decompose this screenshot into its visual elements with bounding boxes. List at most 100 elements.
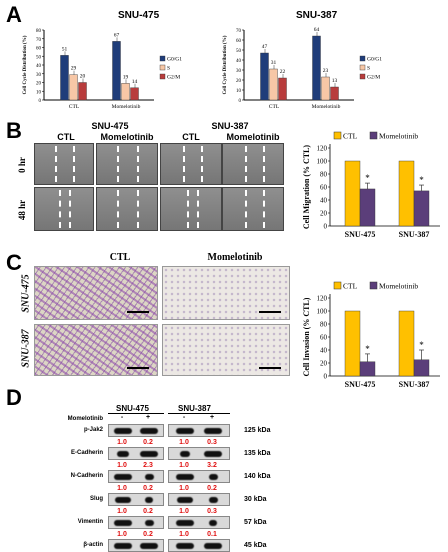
legend-swatch [333,131,342,140]
y-axis-label: Cell Invasion (% CTL) [302,297,311,376]
blot-kda-2: 140 kDa [244,473,271,480]
y-tick-label: 100 [317,158,328,166]
blot-band [114,520,132,526]
y-tick-label: 40 [36,64,42,69]
b-header-snu475: SNU-475 [91,121,129,131]
bar [112,41,121,101]
blot-label-2: N-Cadherin [70,473,103,479]
blot-band [140,543,158,549]
scratch-img-snu475-mom-0h [96,143,158,185]
blot-band [208,497,218,503]
blot-strip [108,470,164,483]
x-tick-label: Momelotinib [112,104,141,110]
y-tick-label: 20 [36,82,42,87]
legend-label: CTL [343,282,358,291]
blot-strip [108,539,164,552]
y-tick-label: 0 [324,373,328,381]
blot-strip [108,447,164,460]
data-label: 14 [132,79,138,85]
chart-a1-title: SNU-475 [118,10,160,21]
bar [330,86,339,101]
chart-a2-title: SNU-387 [296,10,338,21]
y-tick-label: 80 [320,321,328,329]
blot-quant: 1.0 [117,439,127,446]
blot-band [208,474,218,480]
blot-band [114,474,132,480]
scratch-img-snu387-ctl-48h [160,187,222,231]
legend-label: G2/M [167,75,180,81]
legend-swatch [333,281,342,290]
x-tick-label: SNU-475 [345,230,376,239]
blot-kda-5: 45 kDa [244,542,267,549]
c-col-ctl: CTL [109,252,131,263]
cell-cycle-chart-snu387: 0 10 20 30 40 50 60 70 Cell Cycle Distribution (… [223,27,382,110]
y-tick-label: 120 [317,145,328,153]
d-header-snu475: SNU-475 [116,404,149,413]
significance-star: * [419,340,424,350]
cell-cycle-chart-snu475: 0 10 20 30 40 50 60 70 80 Cell Cycle Distribution… [23,29,182,110]
legend-swatch [369,281,378,290]
bar [344,310,361,377]
significance-star: * [419,175,424,185]
blot-quant: 0.2 [143,508,153,515]
blot-band [116,451,130,457]
blot-quant: 1.0 [179,462,189,469]
panel-label-d: D [6,385,22,410]
blot-quant: 0.3 [207,508,217,515]
invasion-img-snu387-ctl [34,324,158,376]
b-row-48hr: 48 hr [17,199,27,221]
bar [121,83,130,101]
blot-band [140,428,158,434]
legend-swatch [359,55,366,62]
blot-quant: 1.0 [117,531,127,538]
legend-swatch [159,73,166,80]
blot-kda-0: 125 kDa [244,427,271,434]
blot-strip [108,424,164,437]
blot-band [140,451,158,457]
blot-band [176,497,194,503]
blot-quant: 1.0 [179,508,189,515]
scratch-img-snu475-ctl-0h [34,143,94,185]
legend-label: Momelotinib [379,282,418,291]
y-tick-label: 20 [320,360,328,368]
blot-band [176,428,194,434]
x-tick-label: SNU-475 [345,380,376,389]
x-tick-label: SNU-387 [399,230,430,239]
y-tick-label: 60 [36,47,42,52]
data-label: 19 [123,74,129,80]
x-tick-label: Momelotinib [312,104,341,110]
bar [269,68,278,101]
blot-quant: 1.0 [179,531,189,538]
data-label: 47 [262,44,268,50]
legend-label: G2/M [367,75,380,81]
legend-swatch [359,73,366,80]
blot-strip [108,493,164,506]
bar [398,310,415,377]
y-tick-label: 60 [320,334,328,342]
d-sign-1: - [120,414,124,421]
scratch-img-snu475-mom-48h [96,187,158,231]
blot-label-1: E-Cadherin [70,450,103,456]
d-underline-snu387 [168,413,230,414]
legend-swatch [159,64,166,71]
y-tick-label: 10 [36,90,42,95]
c-col-mom: Momelotinib [207,252,263,263]
bar [359,188,376,227]
y-tick-label: 70 [236,29,242,34]
blot-band [204,428,222,434]
d-sign-4: + [209,414,215,421]
b-col-mom-2: Momelotinib [226,132,280,142]
d-treatment-label: Momelotinib [67,416,103,422]
bar [359,361,376,377]
y-tick-label: 20 [320,210,328,218]
y-tick-label: 60 [320,184,328,192]
y-tick-label: 70 [36,38,42,43]
blot-kda-3: 30 kDa [244,496,267,503]
y-tick-label: 60 [236,39,242,44]
y-tick-label: 50 [236,49,242,54]
blot-quant: 0.3 [207,439,217,446]
bar [69,74,78,101]
data-label: 31 [271,60,277,66]
blot-kda-4: 57 kDa [244,519,267,526]
blot-quant: 1.0 [179,439,189,446]
